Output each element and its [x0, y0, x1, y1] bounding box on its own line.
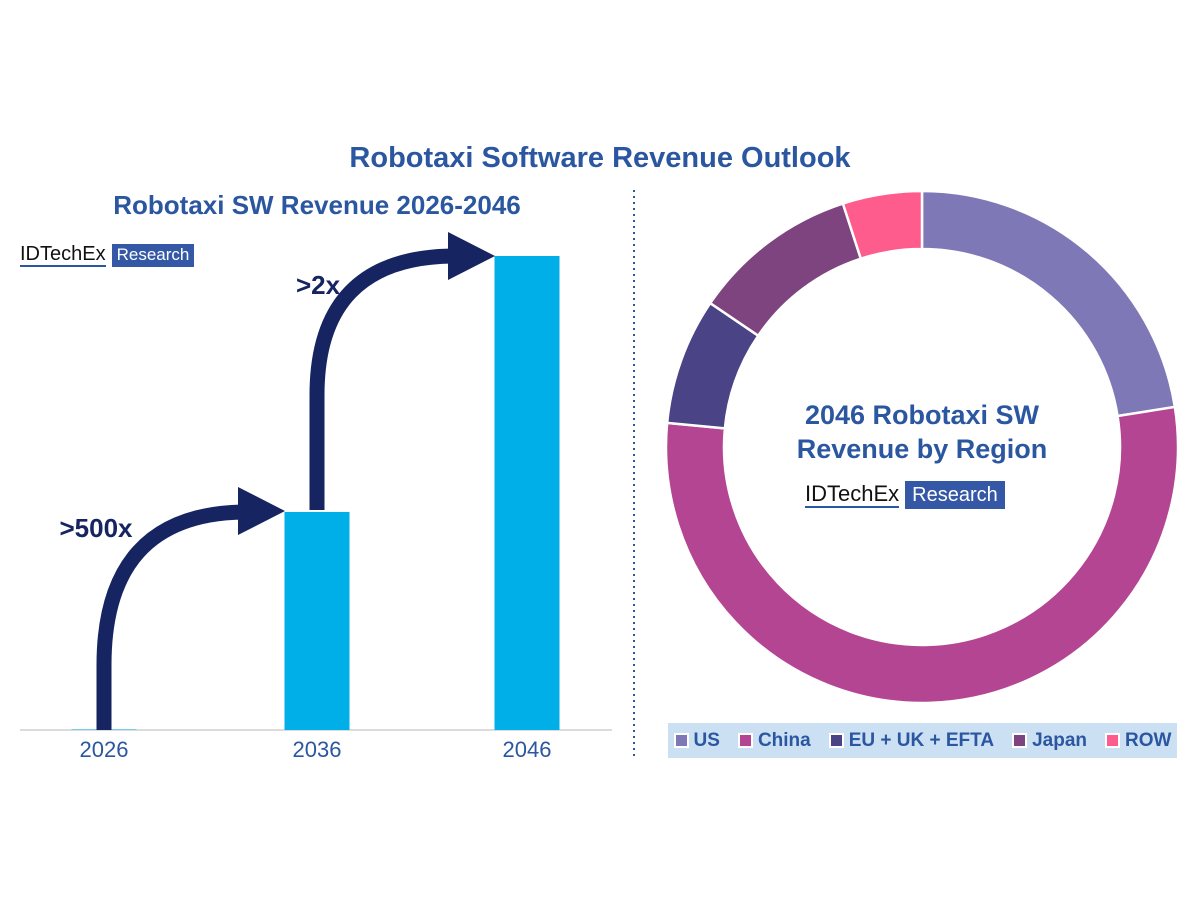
page-title: Robotaxi Software Revenue Outlook — [349, 142, 851, 174]
x-tick-label: 2036 — [293, 737, 342, 762]
growth-arrows — [96, 232, 495, 730]
donut-slice-row — [841, 189, 924, 261]
legend-item: ROW — [1105, 730, 1171, 752]
x-tick-label: 2046 — [503, 737, 552, 762]
legend-swatch — [1012, 733, 1028, 748]
bar-2036 — [284, 511, 350, 730]
bar-2046 — [494, 256, 560, 730]
legend-label: Japan — [1032, 729, 1087, 751]
donut-slice-china — [664, 405, 1180, 705]
logo-word: IDTechEx — [20, 243, 106, 267]
legend-swatch — [737, 733, 753, 748]
arrow-2036-2046 — [309, 248, 453, 510]
legend-label: US — [693, 729, 720, 751]
donut-center-title: 2046 Robotaxi SW Revenue by Region — [742, 398, 1102, 466]
legend-swatch — [1105, 733, 1120, 748]
x-tick-label: 2026 — [80, 737, 129, 762]
legend-swatch — [673, 733, 689, 748]
donut-slice-us — [920, 189, 1177, 418]
annotation-2x: >2x — [296, 270, 341, 300]
donut-title-line-2: Revenue by Region — [796, 434, 1048, 464]
logo-word: IDTechEx — [805, 480, 900, 508]
logo-box: Research — [905, 481, 1005, 509]
legend-swatch — [828, 733, 844, 748]
legend-item: EU + UK + EFTA — [828, 729, 995, 752]
arrow-2026-2036 — [96, 504, 243, 730]
donut-title-line-1: 2046 Robotaxi SW — [804, 400, 1040, 430]
legend-label: China — [757, 729, 811, 751]
legend-label: EU + UK + EFTA — [848, 729, 995, 751]
bar-chart-title: Robotaxi SW Revenue 2026-2046 — [113, 190, 521, 220]
idtechex-logo-center: IDTechEx Research — [805, 481, 1005, 509]
legend-item: Japan — [1012, 730, 1087, 752]
legend-item: US — [673, 729, 720, 752]
arrowhead-2046 — [448, 232, 495, 280]
legend-label: ROW — [1125, 729, 1172, 751]
logo-box: Research — [111, 244, 195, 267]
legend-item: China — [737, 729, 811, 752]
idtechex-logo-left: IDTechEx Research — [20, 243, 195, 267]
arrowhead-2036 — [238, 487, 285, 535]
annotation-500x: >500x — [59, 513, 133, 543]
donut-legend: US China EU + UK + EFTA Japan ROW — [668, 723, 1177, 758]
donut-slice-japan — [708, 201, 863, 338]
